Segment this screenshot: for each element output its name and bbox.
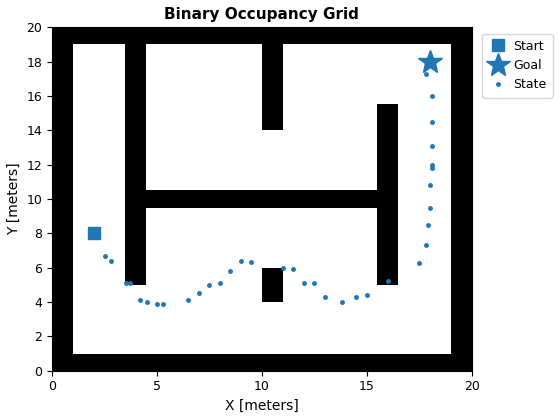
State <box>279 265 286 270</box>
State <box>422 71 429 76</box>
State <box>153 301 160 306</box>
State <box>422 243 429 248</box>
State <box>143 299 150 304</box>
State <box>416 260 423 265</box>
State <box>321 294 328 299</box>
State <box>424 222 431 227</box>
Title: Binary Occupancy Grid: Binary Occupancy Grid <box>165 7 360 22</box>
State <box>122 281 129 286</box>
State <box>108 258 114 263</box>
Line: State: State <box>101 70 435 307</box>
State <box>127 281 133 286</box>
State <box>426 183 433 188</box>
Y-axis label: Y [meters]: Y [meters] <box>7 163 21 235</box>
State <box>428 165 435 171</box>
State <box>290 267 297 272</box>
State <box>195 291 202 296</box>
State <box>137 298 143 303</box>
State <box>428 94 435 99</box>
State <box>428 119 435 124</box>
State <box>160 301 167 306</box>
State <box>206 282 213 287</box>
State <box>311 281 318 286</box>
State <box>426 205 433 210</box>
State <box>384 279 391 284</box>
State <box>185 298 192 303</box>
State <box>353 294 360 299</box>
State <box>248 259 255 264</box>
State <box>428 143 435 148</box>
State <box>217 281 223 286</box>
X-axis label: X [meters]: X [meters] <box>225 399 299 413</box>
State <box>237 258 244 263</box>
State <box>338 299 345 304</box>
State <box>428 162 435 167</box>
State <box>363 293 370 298</box>
Legend: Start, Goal, State: Start, Goal, State <box>482 34 553 97</box>
State <box>301 281 307 286</box>
State <box>227 269 234 274</box>
State <box>101 253 108 258</box>
